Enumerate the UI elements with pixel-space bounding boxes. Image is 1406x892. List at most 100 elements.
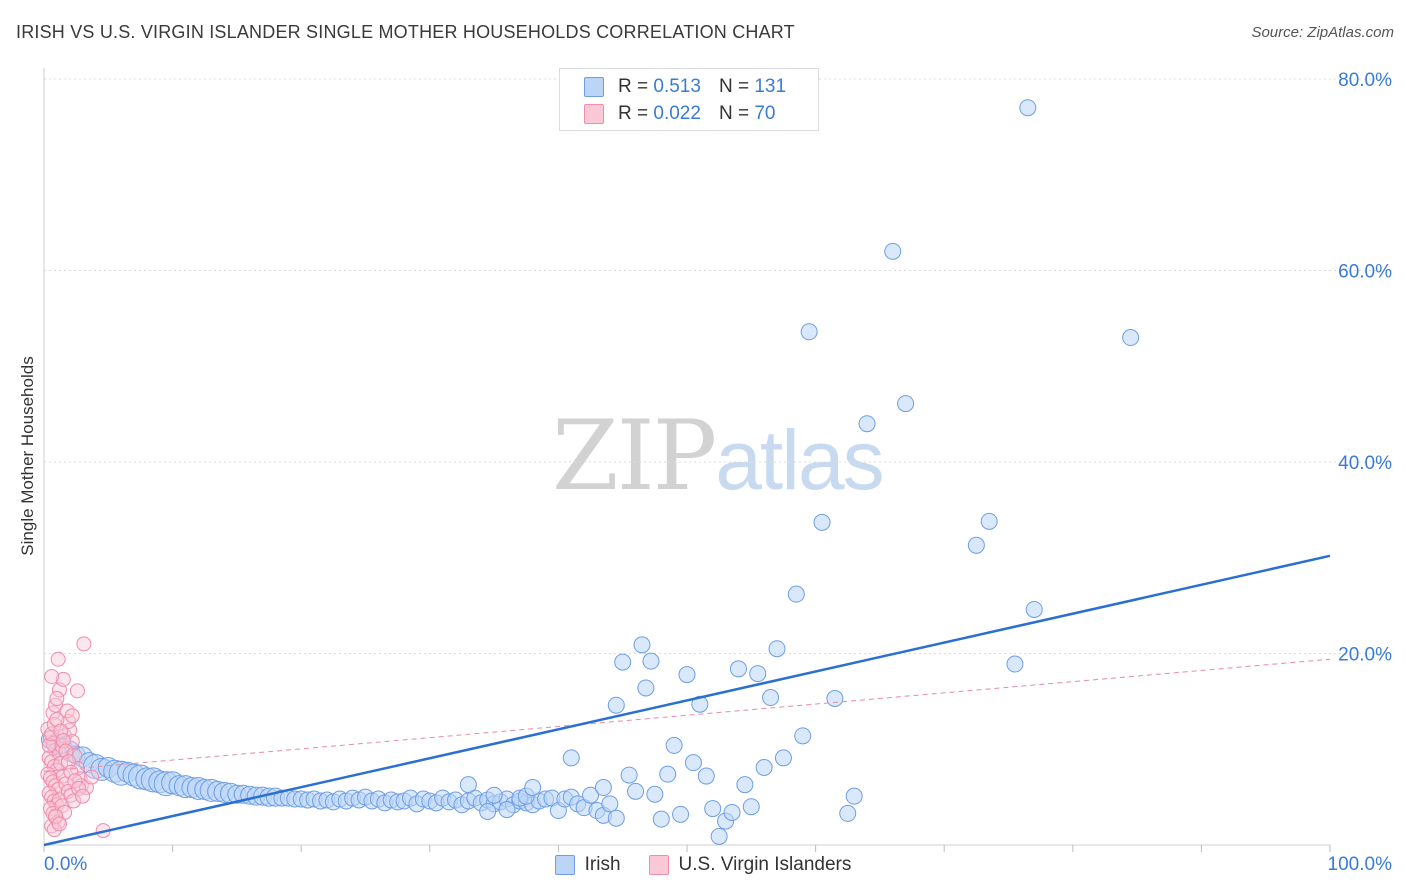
y-axis-label: Single Mother Households [18,356,37,556]
y-tick-label: 80.0% [1338,70,1392,91]
irish-point [800,323,818,341]
usvi-point [53,723,69,739]
irish-point [614,653,632,671]
irish-point [729,660,747,678]
usvi-point [55,671,71,687]
irish-point [459,776,477,794]
irish-point [1006,655,1024,673]
irish-point [710,827,728,845]
irish-point [627,782,645,800]
irish-point [498,801,516,819]
irish-point [980,512,998,530]
usvi-point [75,788,91,804]
usvi-trend-line [43,658,1331,772]
usvi-point [84,769,100,785]
legend-item-usvi[interactable]: U.S. Virgin Islanders [648,854,852,876]
r-label: R = [618,103,649,124]
y-tick-label: 20.0% [1338,645,1392,666]
usvi-point [49,691,65,707]
irish-swatch [584,77,604,97]
r-label: R = [618,76,649,97]
irish-point [884,242,902,260]
usvi-point [71,781,87,797]
usvi-legend-label: U.S. Virgin Islanders [678,854,852,875]
usvi-point [50,651,66,667]
usvi-point [41,737,57,753]
irish-point [813,513,831,531]
irish-point [642,652,660,670]
irish-point [897,395,915,413]
x-tick-label-min: 0.0% [44,854,87,875]
irish-legend-swatch [554,855,575,875]
source-credit: Source: ZipAtlas.com [1251,24,1394,41]
irish-point [742,798,760,816]
irish-point [858,415,876,433]
usvi-point [44,726,60,742]
legend-row-irish: R = 0.513 N = 131 [584,75,786,99]
irish-point [826,690,844,708]
irish-point [601,795,619,813]
irish-point [594,779,612,797]
n-value-usvi: 70 [754,103,776,124]
legend-item-irish[interactable]: Irish [554,854,621,876]
y-tick-label: 40.0% [1338,453,1392,474]
irish-point [479,802,497,820]
irish-point [967,536,985,554]
irish-point [633,636,651,654]
usvi-point [49,712,65,728]
irish-point [697,767,715,785]
chart-title: IRISH VS U.S. VIRGIN ISLANDER SINGLE MOT… [16,22,795,42]
irish-point [652,810,670,828]
irish-point [1122,329,1140,347]
irish-point [839,804,857,822]
irish-point [1025,600,1043,618]
usvi-point [76,636,92,652]
irish-point [524,779,542,797]
irish-point [620,766,638,784]
x-tick-label-max: 100.0% [1328,854,1393,875]
irish-point [637,679,655,697]
usvi-point [44,668,60,684]
irish-point [794,727,812,745]
y-tick-label: 60.0% [1338,262,1392,283]
irish-point [768,640,786,658]
irish-point [845,787,863,805]
n-label: N = [718,76,750,97]
irish-point [646,785,664,803]
irish-point [762,689,780,707]
series-legend: Irish U.S. Virgin Islanders [0,852,1406,878]
usvi-point [51,816,67,832]
irish-legend-label: Irish [584,854,621,875]
irish-point [704,800,722,818]
irish-trend-line [43,554,1331,847]
irish-point [1019,99,1037,117]
irish-point [678,666,696,684]
r-value-usvi: 0.022 [653,103,701,124]
irish-point [787,585,805,603]
usvi-point [48,808,64,824]
irish-point [736,776,754,794]
usvi-point [69,683,85,699]
irish-point [723,803,741,821]
irish-point [665,736,683,754]
irish-point [659,765,677,783]
usvi-point [67,773,83,789]
legend-row-usvi: R = 0.022 N = 70 [584,102,775,126]
stats-legend: R = 0.513 N = 131 R = 0.022 N = 70 [559,68,819,131]
r-value-irish: 0.513 [653,76,701,97]
n-value-irish: 131 [754,76,787,97]
irish-point [485,786,503,804]
irish-point [562,749,580,767]
irish-point [684,754,702,772]
irish-point [607,696,625,714]
n-label: N = [718,103,750,124]
irish-point [672,805,690,823]
usvi-legend-swatch [648,855,669,875]
usvi-point [64,708,80,724]
irish-point [774,749,792,767]
irish-point [582,786,600,804]
usvi-swatch [584,104,604,124]
irish-point [755,758,773,776]
irish-point [607,809,625,827]
